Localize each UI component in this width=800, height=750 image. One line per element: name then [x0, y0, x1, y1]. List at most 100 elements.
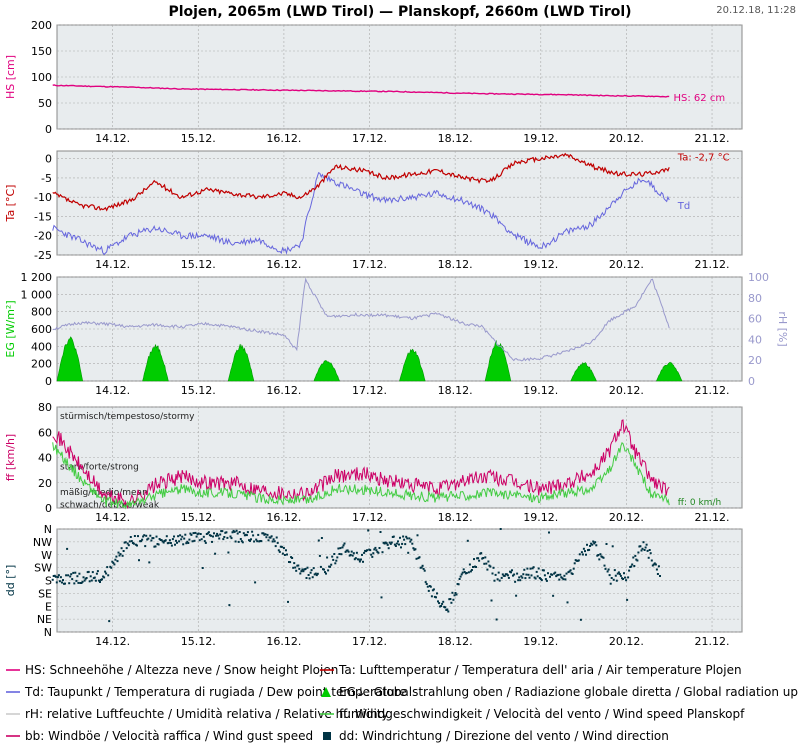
dd-point: [185, 542, 188, 545]
dd-point: [317, 539, 320, 542]
dd-point: [338, 553, 341, 555]
dd-point: [235, 529, 238, 532]
y-axis-label: EG [W/m²]: [4, 300, 17, 357]
y-tick-label: 0: [45, 375, 52, 388]
timestamp: 20.12.18, 11:28: [716, 5, 796, 16]
dd-point: [262, 532, 265, 535]
td-annotation: Td: [677, 201, 690, 212]
dd-point: [318, 554, 321, 557]
dd-point: [622, 578, 624, 580]
dd-point: [103, 576, 106, 579]
y-tick-label: 40: [38, 452, 52, 465]
dd-point: [422, 567, 425, 570]
dd-point: [286, 553, 288, 556]
dd-point: [220, 530, 223, 533]
dd-point: [285, 549, 287, 552]
dd-point: [152, 537, 155, 540]
dd-point: [427, 589, 430, 592]
dd-point: [169, 542, 172, 544]
dd-point: [360, 558, 362, 561]
dd-point: [249, 539, 251, 542]
dd-point: [411, 542, 414, 545]
dd-point: [497, 571, 500, 574]
dd-point: [440, 605, 443, 607]
dd-point: [578, 553, 581, 556]
dd-point: [117, 551, 120, 554]
dd-point: [635, 558, 638, 561]
eg-day-area: [570, 362, 597, 382]
wind-band-label: schwach/debole/weak: [60, 500, 160, 510]
dd-point: [611, 545, 614, 548]
dd-point: [592, 540, 595, 543]
y-tick-label: 400: [31, 340, 52, 353]
dd-point: [130, 540, 133, 543]
dd-point: [173, 535, 175, 538]
eg-day-area: [227, 343, 255, 382]
x-tick-label: 16.12.: [266, 511, 301, 524]
dd-point: [598, 558, 601, 561]
dd-point: [395, 542, 398, 545]
x-tick-label: 17.12.: [352, 511, 387, 524]
dd-point: [55, 581, 58, 584]
dd-point: [414, 548, 417, 551]
dd-point: [346, 549, 349, 552]
dd-point: [311, 576, 314, 579]
dd-point: [603, 564, 606, 567]
dd-point: [560, 576, 563, 579]
x-tick-label: 16.12.: [266, 384, 301, 397]
dd-point: [463, 571, 466, 573]
legend-entry: Td: Taupunkt / Temperatura di rugiada / …: [6, 685, 407, 699]
dd-point: [281, 552, 284, 555]
dd-point: [447, 610, 450, 613]
legend-entry: Ta: Lufttemperatur / Temperatura dell' a…: [320, 663, 742, 677]
dd-point: [390, 541, 393, 544]
dd-point: [339, 547, 342, 550]
dd-point: [563, 574, 566, 577]
dd-point: [639, 545, 642, 548]
dd-point: [448, 598, 451, 601]
dd-point: [225, 531, 228, 534]
x-tick-label: 18.12.: [438, 384, 473, 397]
legend-entry: HS: Schneehöhe / Altezza neve / Snow hei…: [6, 663, 338, 677]
dd-point: [418, 556, 421, 559]
x-tick-label: 15.12.: [181, 635, 216, 648]
dd-point: [656, 573, 659, 575]
dd-point: [265, 536, 268, 539]
dd-point: [575, 559, 578, 562]
dd-point: [261, 532, 264, 535]
dd-point: [612, 578, 615, 581]
dd-point: [528, 576, 531, 579]
dd-point: [525, 573, 528, 576]
dd-point: [530, 574, 533, 577]
y-tick-label: -25: [34, 249, 52, 262]
dd-point: [70, 573, 73, 576]
dd-point: [421, 564, 424, 567]
legend: HS: Schneehöhe / Altezza neve / Snow hei…: [6, 663, 798, 743]
dd-point: [171, 538, 174, 541]
dd-point: [256, 540, 259, 543]
dd-point: [615, 579, 618, 582]
dd-point: [355, 551, 358, 554]
dd-point: [415, 557, 418, 560]
dd-point: [332, 558, 335, 561]
dd-point: [128, 540, 131, 543]
dd-point: [201, 567, 204, 569]
dd-point: [71, 578, 74, 581]
dd-point: [366, 549, 369, 552]
dd-point: [517, 579, 520, 582]
dd-point: [299, 572, 302, 575]
x-tick-label: 20.12.: [609, 384, 644, 397]
dd-point: [458, 578, 461, 580]
dd-point: [442, 600, 445, 603]
dd-point: [484, 556, 487, 559]
x-tick-label: 16.12.: [266, 132, 301, 145]
x-tick-label: 20.12.: [609, 132, 644, 145]
dd-point: [405, 535, 408, 538]
dd-point: [373, 548, 376, 551]
dd-point: [264, 533, 267, 536]
dd-point: [569, 569, 572, 572]
legend-label: HS: Schneehöhe / Altezza neve / Snow hei…: [25, 663, 338, 677]
dd-point: [351, 554, 354, 557]
dd-point: [617, 571, 620, 574]
dd-point: [512, 574, 514, 577]
